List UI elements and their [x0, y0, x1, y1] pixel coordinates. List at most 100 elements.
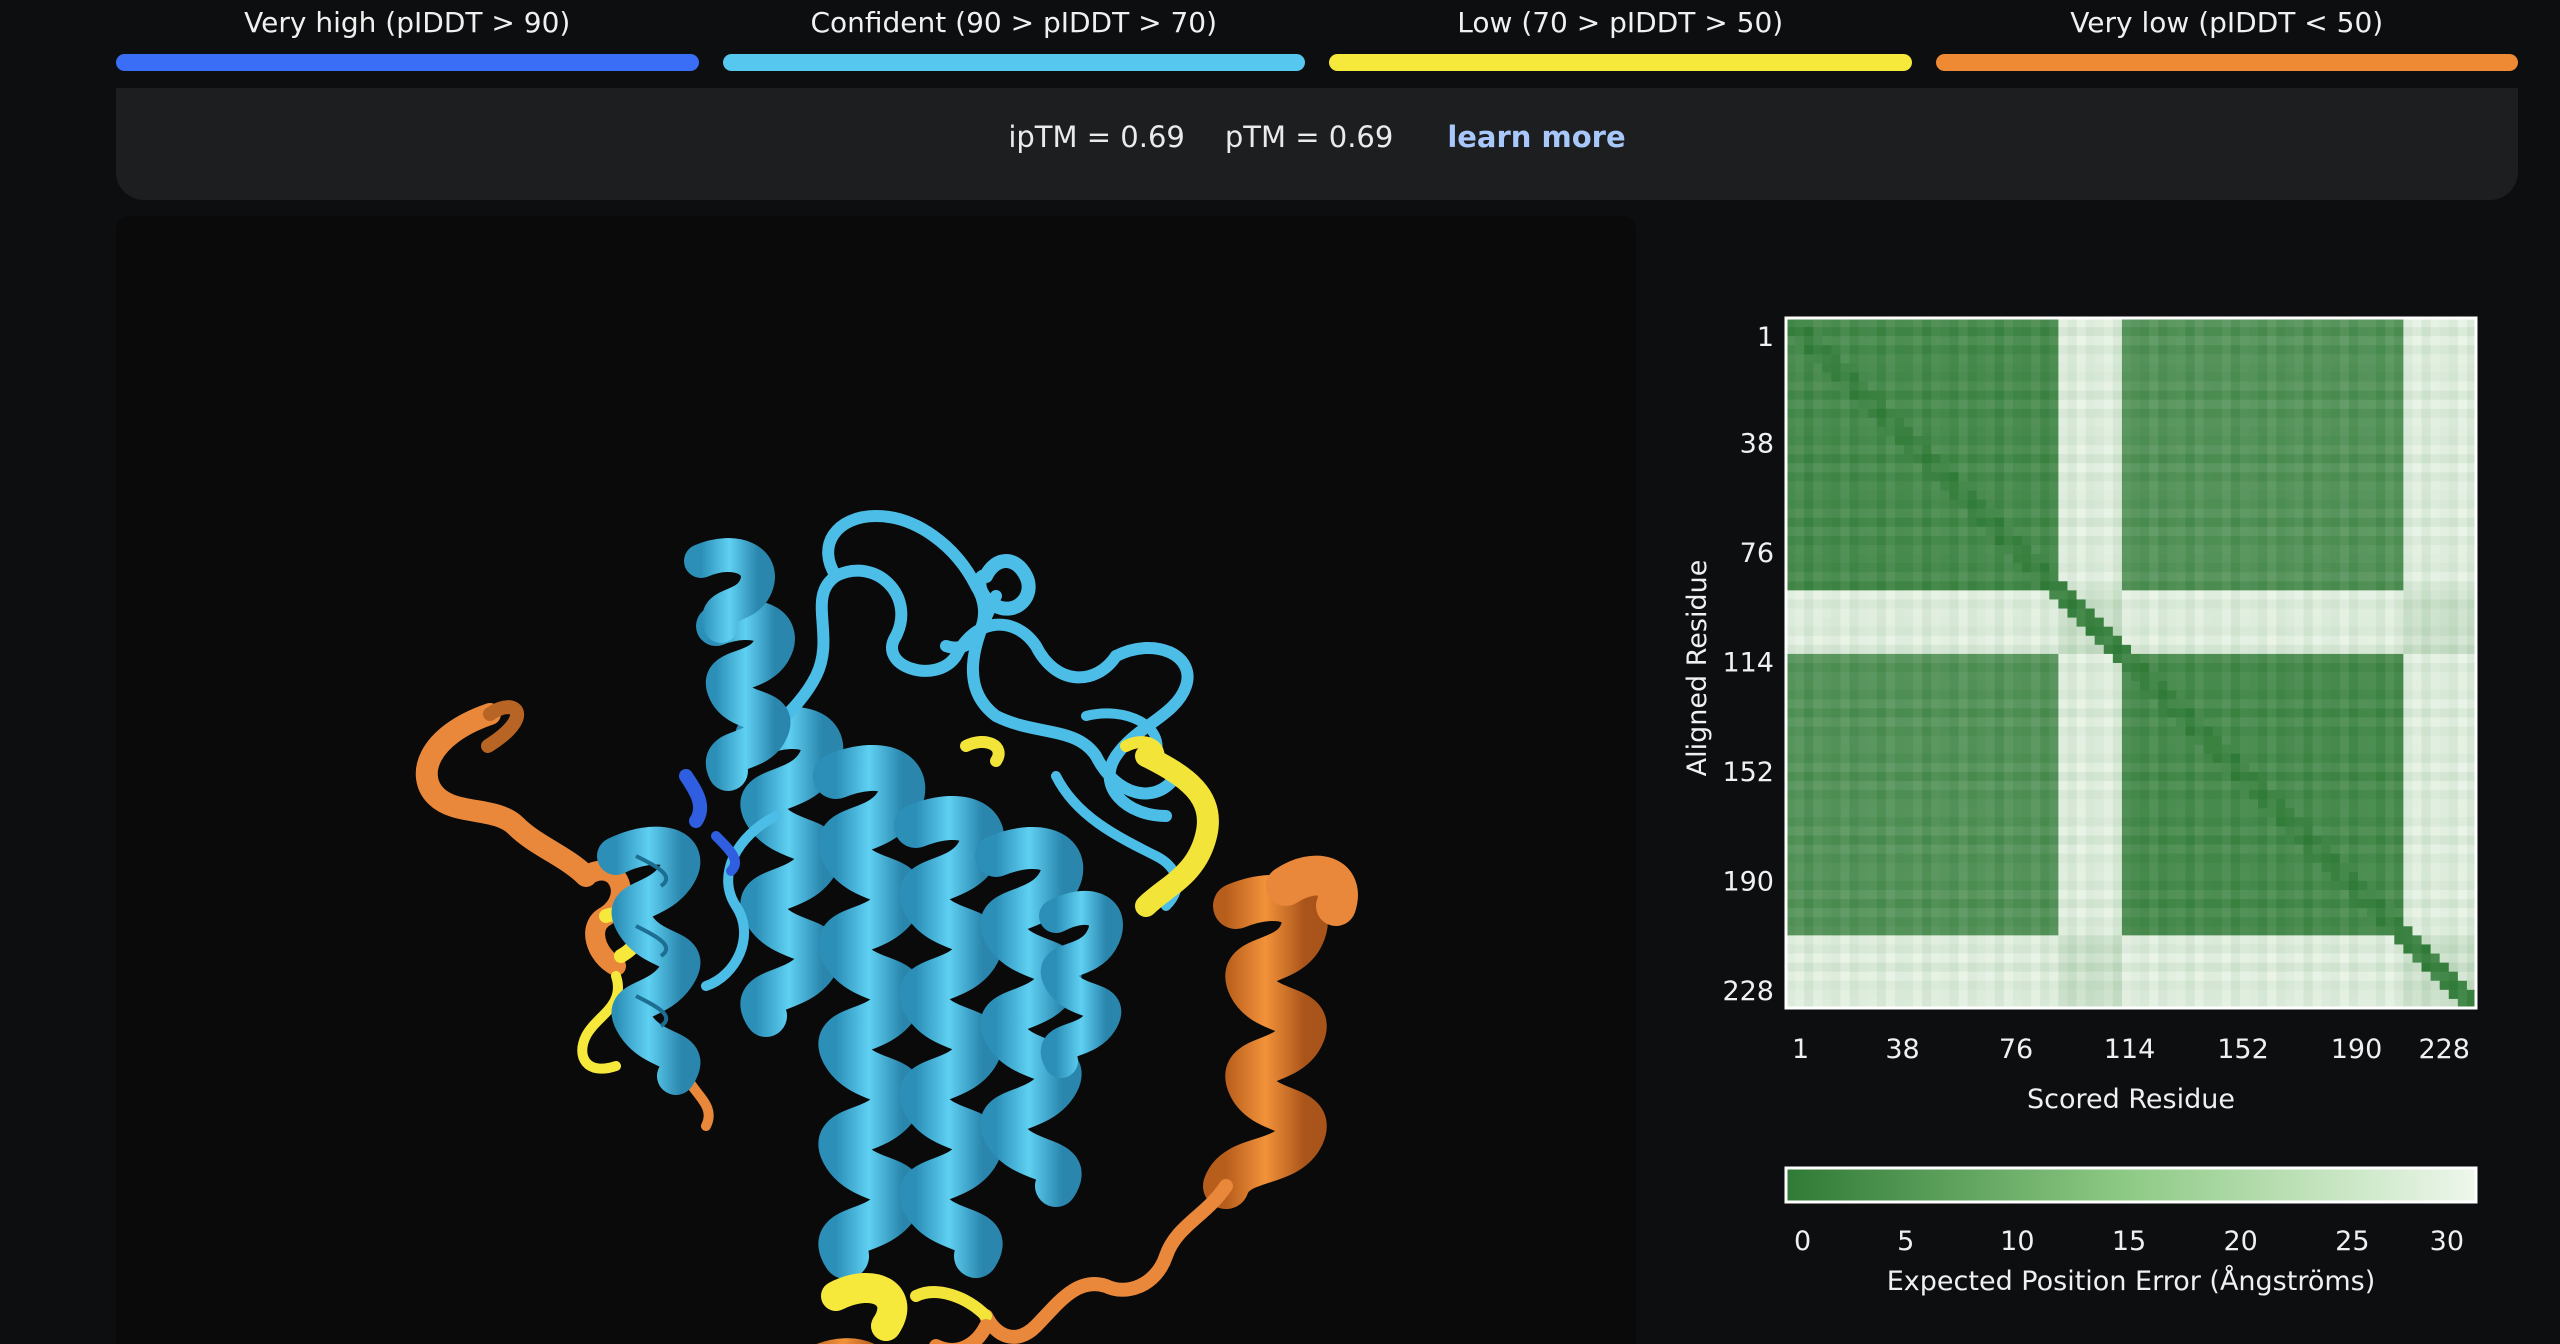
pae-cell	[1931, 790, 1941, 800]
pae-cell	[2058, 581, 2069, 591]
pae-cell	[2212, 899, 2223, 909]
structure-viewer[interactable]	[116, 216, 1636, 1344]
pae-cell	[2412, 426, 2423, 437]
pae-cell	[2149, 844, 2159, 855]
pae-cell	[2131, 635, 2141, 646]
pae-cell	[2249, 690, 2259, 700]
pae-cell	[2285, 781, 2296, 791]
pae-cell	[1922, 417, 1932, 428]
pae-cell	[1858, 617, 1869, 628]
pae-cell	[1913, 908, 1923, 918]
pae-cell	[1795, 853, 1805, 864]
pae-cell	[2167, 408, 2177, 419]
pae-cell	[2312, 653, 2323, 664]
pae-cell	[2094, 381, 2105, 392]
pae-cell	[1913, 363, 1923, 374]
pae-cell	[1904, 771, 1914, 782]
pae-cell	[2239, 799, 2250, 809]
pae-cell	[2439, 762, 2450, 773]
pae-cell	[1858, 871, 1869, 882]
pae-cell	[2185, 381, 2196, 392]
pae-cell	[2031, 472, 2041, 483]
pae-cell	[1976, 426, 1987, 437]
pae-cell	[2158, 690, 2168, 700]
pae-cell	[2185, 327, 2196, 337]
pae-cell	[1858, 726, 1869, 737]
pae-cell	[2140, 790, 2150, 800]
pae-cell	[2176, 690, 2187, 700]
pae-cell	[2303, 490, 2314, 501]
pae-cell	[1904, 454, 1914, 464]
pae-cell	[2412, 617, 2423, 628]
pae-cell	[2321, 744, 2332, 755]
pae-cell	[2412, 526, 2423, 537]
pae-cell	[2067, 572, 2078, 582]
pae-cell	[1876, 690, 1887, 700]
pae-cell	[2249, 336, 2259, 346]
pae-cell	[1949, 454, 1960, 464]
pae-cell	[2303, 899, 2314, 909]
pae-cell	[1976, 390, 1987, 401]
pae-cell	[2249, 327, 2259, 337]
pae-cell	[1940, 781, 1951, 791]
pae-cell	[1831, 354, 1842, 364]
pae-cell	[2430, 490, 2441, 501]
pae-cell	[2367, 472, 2377, 483]
pae-cell	[2367, 417, 2377, 428]
pae-cell	[2421, 472, 2432, 483]
pae-cell	[1876, 826, 1887, 837]
pae-cell	[1804, 790, 1814, 800]
pae-cell	[1949, 735, 1960, 746]
pae-cell	[1867, 481, 1878, 492]
pae-cell	[2239, 617, 2250, 628]
pae-cell	[2212, 771, 2223, 782]
pae-cell	[1894, 363, 1905, 374]
learn-more-link[interactable]: learn more	[1447, 120, 1626, 154]
pae-cell	[2357, 844, 2368, 855]
pae-cell	[1967, 617, 1978, 628]
pae-cell	[2403, 372, 2414, 383]
pae-cell	[1849, 735, 1860, 746]
pae-cell	[2012, 372, 2023, 383]
pae-cell	[1795, 399, 1805, 410]
pae-cell	[2448, 554, 2459, 564]
pae-cell	[2185, 681, 2196, 691]
pae-cell	[1867, 408, 1878, 419]
pae-cell	[1858, 445, 1869, 455]
pae-cell	[1795, 726, 1805, 737]
pae-cell	[1976, 490, 1987, 501]
pae-cell	[1949, 554, 1960, 564]
pae-cell	[2003, 436, 2014, 446]
pae-cell	[2131, 436, 2141, 446]
pae-cell	[1876, 880, 1887, 891]
pae-cell	[1940, 463, 1951, 473]
pae-cell	[1985, 672, 1996, 682]
pae-cell	[2058, 899, 2069, 909]
pae-cell	[1913, 590, 1923, 601]
pae-cell	[1804, 899, 1814, 909]
pae-cell	[2439, 708, 2450, 719]
pae-cell	[2076, 871, 2087, 882]
pae-cell	[2149, 572, 2159, 582]
pae-cell	[1867, 744, 1878, 755]
pae-cell	[2312, 617, 2323, 628]
pae-cell	[2076, 327, 2087, 337]
pae-cell	[2167, 535, 2177, 546]
pae-cell	[2258, 862, 2268, 873]
pae-cell	[2303, 681, 2314, 691]
pae-cell	[2185, 499, 2196, 510]
pae-cell	[2367, 345, 2377, 355]
pae-cell	[2230, 690, 2241, 700]
pae-cell	[2339, 635, 2350, 646]
pae-cell	[2376, 862, 2386, 873]
pae-cell	[1958, 699, 1969, 709]
pae-cell	[1913, 771, 1923, 782]
pae-cell	[2230, 417, 2241, 428]
pae-cell	[2312, 445, 2323, 455]
pae-cell	[2112, 617, 2123, 628]
pae-cell	[1885, 363, 1896, 374]
pae-cell	[1876, 327, 1887, 337]
pae-cell	[1876, 490, 1887, 501]
protein-structure-render[interactable]	[116, 216, 1636, 1344]
pae-cell	[2267, 535, 2277, 546]
